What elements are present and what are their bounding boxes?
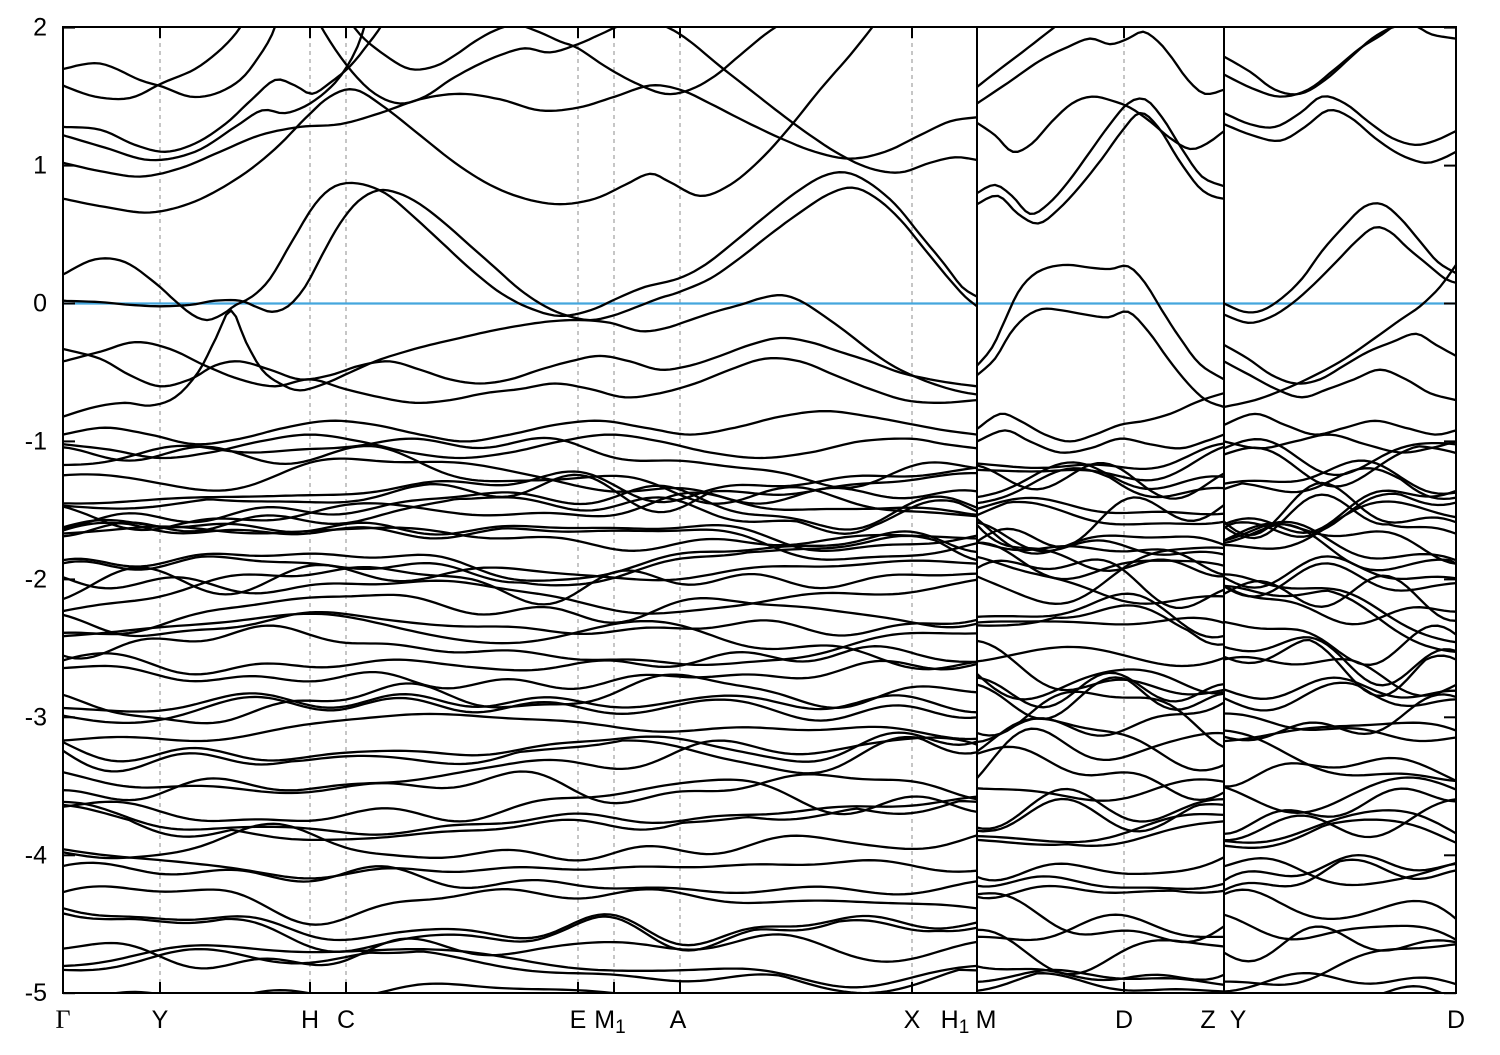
svg-text:0: 0: [33, 290, 47, 318]
svg-text:-3: -3: [25, 703, 47, 731]
svg-text:H: H: [301, 1006, 319, 1034]
svg-text:Z: Z: [1200, 1006, 1215, 1034]
svg-text:-2: -2: [25, 565, 47, 593]
svg-text:C: C: [337, 1006, 355, 1034]
svg-text:Y: Y: [1230, 1006, 1247, 1034]
svg-text:E: E: [570, 1006, 587, 1034]
svg-text:D: D: [1115, 1006, 1133, 1034]
svg-text:Y: Y: [152, 1006, 169, 1034]
svg-text:X: X: [904, 1006, 921, 1034]
svg-text:-5: -5: [25, 979, 47, 1007]
svg-text:Γ: Γ: [55, 1005, 70, 1034]
svg-text:1: 1: [33, 152, 47, 180]
svg-text:A: A: [670, 1006, 687, 1034]
svg-text:-1: -1: [25, 427, 47, 455]
svg-text:M: M: [976, 1006, 997, 1034]
svg-text:D: D: [1447, 1006, 1465, 1034]
svg-text:-4: -4: [25, 841, 47, 869]
svg-text:2: 2: [33, 14, 47, 42]
